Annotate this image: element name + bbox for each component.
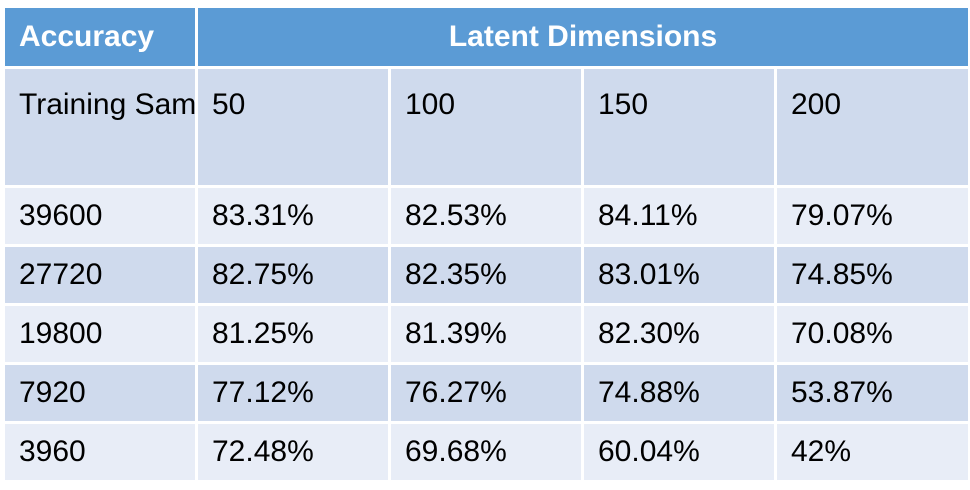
table-cell: 83.31% — [195, 185, 391, 247]
column-header: 200 — [774, 66, 970, 188]
corner-header: Accuracy — [2, 5, 198, 69]
table-cell: 70.08% — [774, 303, 970, 365]
column-header: 100 — [388, 66, 584, 188]
table-cell: 60.04% — [581, 421, 777, 483]
table-row: 27720 82.75% 82.35% 83.01% 74.85% — [2, 244, 970, 306]
table-cell: 83.01% — [581, 244, 777, 306]
table-cell: 82.75% — [195, 244, 391, 306]
column-header: 150 — [581, 66, 777, 188]
row-label: 7920 — [2, 362, 198, 424]
table-cell: 82.53% — [388, 185, 584, 247]
column-header: 50 — [195, 66, 391, 188]
table-cell: 74.85% — [774, 244, 970, 306]
table-cell: 84.11% — [581, 185, 777, 247]
table-cell: 82.30% — [581, 303, 777, 365]
table-cell: 69.68% — [388, 421, 584, 483]
table-cell: 72.48% — [195, 421, 391, 483]
table-cell: 81.25% — [195, 303, 391, 365]
row-label: 27720 — [2, 244, 198, 306]
table-cell: 53.87% — [774, 362, 970, 424]
header-row: Accuracy Latent Dimensions — [2, 5, 970, 69]
table-row: 39600 83.31% 82.53% 84.11% 79.07% — [2, 185, 970, 247]
table-cell: 76.27% — [388, 362, 584, 424]
row-label: 39600 — [2, 185, 198, 247]
table-cell: 79.07% — [774, 185, 970, 247]
table-row: 7920 77.12% 76.27% 74.88% 53.87% — [2, 362, 970, 424]
table-cell: 81.39% — [388, 303, 584, 365]
group-header: Latent Dimensions — [195, 5, 970, 69]
table-row: 19800 81.25% 81.39% 82.30% 70.08% — [2, 303, 970, 365]
table-row: 3960 72.48% 69.68% 60.04% 42% — [2, 421, 970, 483]
subheader-row: Training Samples 50 100 150 200 — [2, 66, 970, 188]
accuracy-table: Accuracy Latent Dimensions Training Samp… — [2, 5, 970, 483]
row-label: 3960 — [2, 421, 198, 483]
row-label: 19800 — [2, 303, 198, 365]
table-cell: 82.35% — [388, 244, 584, 306]
table-cell: 77.12% — [195, 362, 391, 424]
row-header-label: Training Samples — [2, 66, 198, 188]
table-cell: 74.88% — [581, 362, 777, 424]
table-cell: 42% — [774, 421, 970, 483]
